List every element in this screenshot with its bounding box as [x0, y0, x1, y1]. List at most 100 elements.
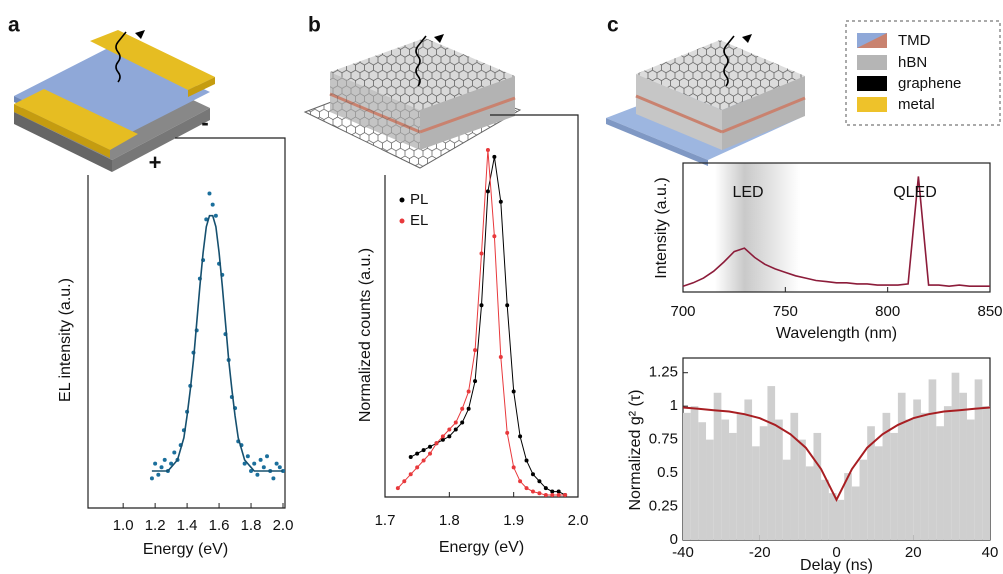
histogram-bar [729, 432, 737, 540]
data-point [556, 489, 561, 494]
data-point [421, 448, 426, 453]
histogram-bar [721, 419, 730, 540]
series-line [410, 156, 566, 496]
histogram-bar [867, 426, 875, 540]
histogram-bar [928, 379, 937, 540]
data-point [511, 465, 516, 470]
data-point [408, 455, 413, 460]
data-point [556, 493, 561, 497]
data-point [245, 454, 250, 459]
y-axis-label: Intensity (a.u.) [653, 177, 670, 278]
data-point [505, 430, 510, 435]
histogram-bar [913, 399, 921, 540]
panel-label: a [8, 14, 20, 37]
data-point [550, 489, 555, 494]
x-tick-label: 1.0 [113, 517, 134, 534]
y-tick-label: 0.25 [649, 498, 678, 515]
data-point [415, 451, 420, 456]
histogram-bar [905, 419, 914, 540]
data-point [466, 389, 471, 394]
data-point [172, 450, 177, 455]
data-point [473, 379, 478, 384]
legend-label: TMD [898, 32, 931, 49]
legend-label: PL [410, 191, 428, 208]
histogram-bar [821, 479, 829, 540]
data-point [153, 461, 158, 466]
x-tick-label: 2.0 [273, 517, 294, 534]
legend-marker [399, 197, 405, 203]
data-point [473, 348, 478, 353]
x-axis-label: Wavelength (nm) [776, 325, 897, 342]
y-axis-label: Normalized g² (τ) [627, 389, 644, 510]
histogram-bar [943, 406, 952, 540]
data-point [156, 472, 161, 477]
x-axis-label: Energy (eV) [439, 539, 524, 556]
data-point [395, 486, 400, 491]
y-tick-label: 1 [670, 397, 678, 414]
histogram-bar [683, 412, 691, 540]
data-point [428, 451, 433, 456]
data-point [479, 303, 484, 308]
data-point [498, 199, 503, 204]
histogram-bar [966, 419, 975, 540]
x-tick-label: 800 [875, 303, 900, 320]
histogram-bar [706, 439, 714, 540]
x-axis-label: Delay (ns) [800, 557, 873, 574]
terminal-label: - [201, 110, 208, 135]
histogram-bar [690, 406, 699, 540]
data-point [213, 213, 218, 218]
data-point [149, 476, 154, 481]
data-point [252, 461, 257, 466]
y-axis-label: Normalized counts (a.u.) [357, 248, 374, 422]
data-point [530, 489, 535, 494]
device-schematic-a [14, 30, 215, 172]
data-point [428, 444, 433, 449]
histogram-bar [920, 412, 929, 540]
series-line [682, 176, 990, 288]
data-point [274, 461, 279, 466]
panel-label: b [308, 14, 321, 37]
data-point [421, 458, 426, 463]
data-point [434, 441, 439, 446]
data-point [169, 461, 174, 466]
data-point [261, 465, 266, 470]
x-tick-label: 20 [905, 544, 922, 561]
data-point [249, 469, 254, 473]
data-point [207, 191, 212, 196]
x-tick-label: 1.6 [209, 517, 230, 534]
data-point [453, 420, 458, 425]
device-schematic-c [606, 34, 806, 166]
data-point [466, 406, 471, 411]
data-point [543, 486, 548, 491]
data-point [277, 465, 282, 470]
data-point [242, 461, 247, 466]
histogram-bar [897, 392, 906, 540]
histogram-bar [713, 392, 722, 540]
histogram-bar [959, 392, 967, 540]
y-tick-label: 1.25 [649, 364, 678, 381]
data-point [485, 189, 490, 194]
data-point [204, 217, 209, 222]
fit-line [682, 406, 991, 503]
histogram-bar [752, 446, 760, 540]
x-tick-label: 1.9 [503, 512, 524, 529]
x-tick-label: 1.4 [177, 517, 198, 534]
histogram-bar [782, 459, 791, 540]
histogram-bar [836, 499, 845, 540]
x-tick-label: 40 [982, 544, 999, 561]
x-tick-label: 1.8 [241, 517, 262, 534]
legend-marker [399, 218, 405, 224]
histogram-bar [859, 459, 868, 540]
data-point [162, 457, 167, 462]
annotation: LED [732, 184, 763, 201]
histogram-bar [951, 372, 960, 540]
histogram-bar [936, 426, 944, 540]
y-tick-label: 0 [670, 531, 678, 548]
x-tick-label: 0 [832, 544, 840, 561]
x-tick-label: 2.0 [568, 512, 589, 529]
histogram-bar [828, 493, 837, 540]
axes-frames [87, 114, 991, 541]
data-point [563, 493, 568, 497]
data-point [271, 476, 276, 481]
histogram-bar [798, 439, 806, 540]
